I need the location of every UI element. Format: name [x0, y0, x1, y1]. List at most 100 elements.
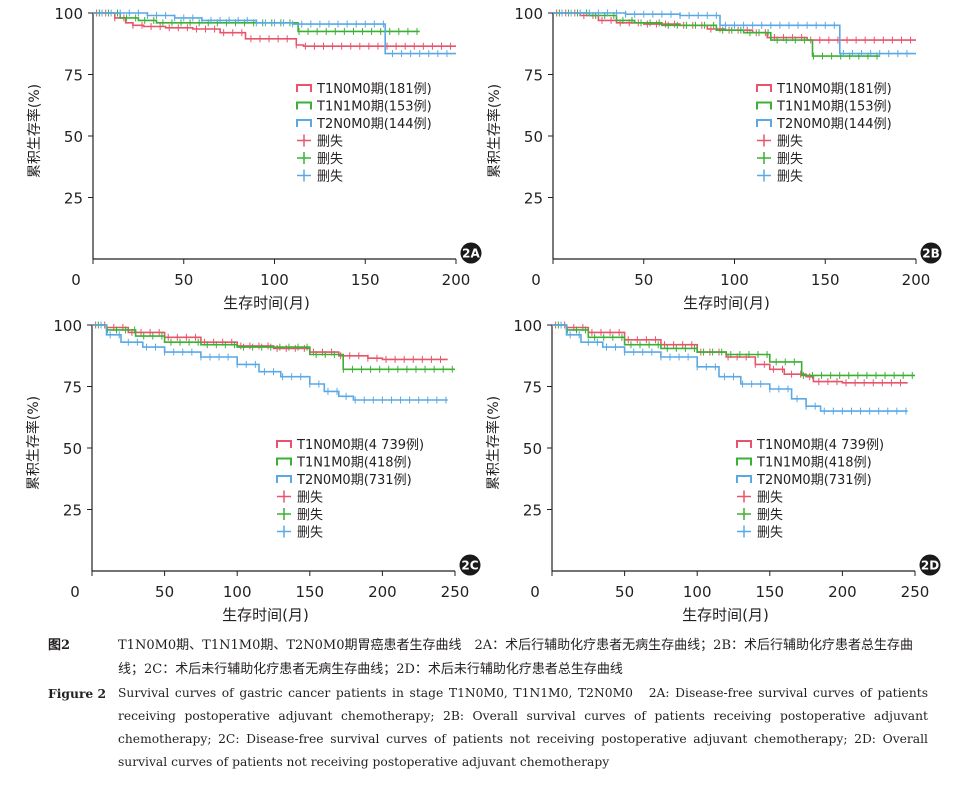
- legend-label: T1N1M0期(153例): [776, 100, 892, 115]
- x-tick-label: 0: [530, 583, 540, 601]
- x-tick-label: 250: [901, 583, 930, 601]
- caption-cn-text: T1N0M0期、T1N1M0期、T2N0M0期胃癌患者生存曲线 2A：术后行辅助…: [118, 638, 913, 677]
- legend-label: T1N0M0期(181例): [776, 82, 892, 97]
- y-tick-label: 25: [524, 190, 543, 208]
- legend-label: T1N1M0期(153例): [316, 100, 432, 115]
- y-tick-label: 25: [64, 190, 83, 208]
- panel-badge-label: 2C: [461, 559, 478, 573]
- legend: T1N0M0期(4 739例) T1N1M0期(418例) T2N0M0期(731例…: [276, 438, 424, 541]
- x-tick-label: 200: [902, 271, 931, 289]
- legend-step-icon: [276, 475, 292, 483]
- y-axis-title: 累积生存率(%): [485, 396, 502, 490]
- survival-figure: 25 50 75 100 0 50 100 150 200 生存时间(月) 累积生存率(%) 2A T1…: [25, 5, 942, 624]
- legend: T1N0M0期(181例) T1N1M0期(153例) T2N0M0期(144例) 删…: [756, 82, 892, 185]
- panel-badge: [920, 242, 942, 264]
- caption-english: Figure 2 Survival curves of gastric canc…: [48, 682, 928, 769]
- y-tick-label: 25: [63, 502, 82, 520]
- x-tick-label: 0: [531, 271, 541, 289]
- legend-censor-label: 删失: [317, 152, 343, 167]
- x-tick-label: 150: [295, 583, 324, 601]
- legend-step-icon: [736, 440, 752, 448]
- y-tick-label: 75: [523, 379, 542, 397]
- legend-label: T1N1M0期(418例): [296, 456, 412, 471]
- legend-label: T2N0M0期(731例): [756, 473, 872, 488]
- legend-censor-label: 删失: [757, 508, 783, 523]
- caption-cn-label: 图2: [48, 638, 71, 653]
- x-tick-label: 100: [260, 271, 289, 289]
- y-tick-label: 100: [54, 5, 83, 23]
- legend-label: T2N0M0期(144例): [776, 117, 892, 132]
- chart-panel-2b: 25 50 75 100 0 50 100 150 200 生存时间(月) 累积生存率(%) 2B T1…: [486, 5, 942, 312]
- panel-badge: [459, 554, 481, 576]
- x-tick-label: 200: [368, 583, 397, 601]
- x-axis-title: 生存时间(月): [682, 606, 769, 624]
- chart-panel-2c: 25 50 75 100 0 50 100 150 200 250 生存时间(月) 累积生存率(%) 2…: [25, 317, 481, 624]
- legend: T1N0M0期(4 739例) T1N1M0期(418例) T2N0M0期(731例…: [736, 438, 884, 541]
- legend-label: T2N0M0期(144例): [316, 117, 432, 132]
- legend-label: T1N0M0期(4 739例): [756, 438, 884, 453]
- legend-step-icon: [276, 440, 292, 448]
- y-tick-label: 75: [64, 67, 83, 85]
- legend-label: T1N0M0期(4 739例): [296, 438, 424, 453]
- legend-censor-label: 删失: [297, 526, 323, 541]
- chart-panel-2d: 25 50 75 100 0 50 100 150 200 250 生存时间(月) 累积生存率(%) 2…: [485, 317, 941, 624]
- legend-censor-label: 删失: [777, 135, 803, 150]
- legend-label: T1N1M0期(418例): [756, 456, 872, 471]
- x-tick-label: 200: [442, 271, 471, 289]
- x-tick-label: 50: [634, 271, 653, 289]
- y-axis-title: 累积生存率(%): [26, 84, 43, 178]
- y-tick-label: 100: [514, 5, 543, 23]
- caption-en-text: Survival curves of gastric cancer patien…: [118, 686, 928, 769]
- legend-censor-label: 删失: [757, 491, 783, 506]
- y-tick-label: 50: [63, 440, 82, 458]
- caption-en-label: Figure 2: [48, 686, 107, 701]
- legend-step-icon: [736, 457, 752, 466]
- x-tick-label: 150: [811, 271, 840, 289]
- survival-curve-t2n0m0: [93, 12, 456, 55]
- caption-chinese: 图2 T1N0M0期、T1N1M0期、T2N0M0期胃癌患者生存曲线 2A：术后…: [48, 634, 928, 677]
- legend-censor-label: 删失: [317, 170, 343, 185]
- x-tick-label: 150: [755, 583, 784, 601]
- legend-step-icon: [736, 475, 752, 483]
- legend-label: T1N0M0期(181例): [316, 82, 432, 97]
- legend-censor-label: 删失: [757, 526, 783, 541]
- y-tick-label: 50: [523, 440, 542, 458]
- legend-step-icon: [296, 101, 312, 110]
- panel-badge-label: 2D: [921, 559, 939, 573]
- x-axis-title: 生存时间(月): [683, 294, 770, 312]
- chart-panel-2a: 25 50 75 100 0 50 100 150 200 生存时间(月) 累积生存率(%) 2A T1…: [26, 5, 482, 312]
- x-tick-label: 150: [351, 271, 380, 289]
- survival-curve-t1n1m0: [93, 12, 420, 33]
- x-tick-label: 250: [441, 583, 470, 601]
- x-tick-label: 200: [828, 583, 857, 601]
- legend-step-icon: [756, 84, 772, 92]
- y-tick-label: 50: [64, 128, 83, 146]
- x-tick-label: 50: [155, 583, 174, 601]
- legend: T1N0M0期(181例) T1N1M0期(153例) T2N0M0期(144例) 删…: [296, 82, 432, 185]
- survival-curve-t1n0m0: [93, 12, 456, 47]
- y-tick-label: 100: [513, 317, 542, 335]
- survival-curve-t1n1m0: [92, 324, 455, 371]
- legend-censor-label: 删失: [297, 491, 323, 506]
- y-tick-label: 75: [524, 67, 543, 85]
- y-tick-label: 75: [63, 379, 82, 397]
- y-axis-title: 累积生存率(%): [486, 84, 503, 178]
- panel-badge-label: 2A: [462, 247, 480, 261]
- panel-badge-label: 2B: [922, 247, 940, 261]
- x-tick-label: 50: [174, 271, 193, 289]
- legend-step-icon: [756, 119, 772, 127]
- legend-censor-label: 删失: [297, 508, 323, 523]
- panel-badge: [919, 554, 941, 576]
- legend-censor-label: 删失: [777, 170, 803, 185]
- x-axis-title: 生存时间(月): [223, 294, 310, 312]
- legend-step-icon: [276, 457, 292, 466]
- survival-curve-t1n1m0: [552, 324, 915, 377]
- y-tick-label: 50: [524, 128, 543, 146]
- y-tick-label: 25: [523, 502, 542, 520]
- x-tick-label: 100: [683, 583, 712, 601]
- panel-badge: [460, 242, 482, 264]
- y-tick-label: 100: [53, 317, 82, 335]
- x-tick-label: 100: [223, 583, 252, 601]
- x-axis-title: 生存时间(月): [222, 606, 309, 624]
- legend-censor-label: 删失: [777, 152, 803, 167]
